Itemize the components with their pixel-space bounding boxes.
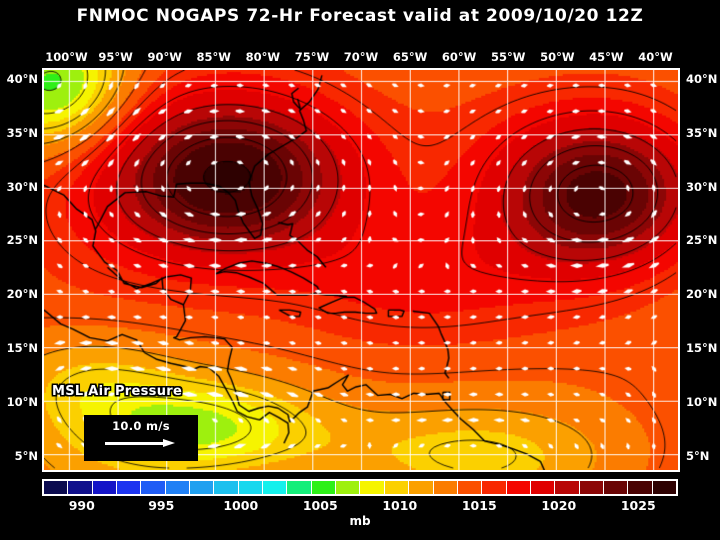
lat-tick-label-right: 20°N — [686, 287, 718, 302]
figure-title: FNMOC NOGAPS 72-Hr Forecast valid at 200… — [76, 6, 644, 26]
lon-tick-label: 85°W — [196, 50, 231, 64]
lat-tick-label-right: 25°N — [686, 233, 718, 248]
colorbar-tick: 995 — [148, 498, 175, 513]
colorbar-tick-labels: 990 995 1000 1005 1010 1015 1020 1025 — [42, 498, 678, 514]
colorbar-swatch — [555, 481, 580, 494]
colorbar-swatch — [68, 481, 93, 494]
pressure-field-canvas — [44, 70, 678, 470]
colorbar-swatch — [165, 481, 191, 494]
lat-tick-label-right: 35°N — [686, 125, 718, 140]
colorbar-tick: 1010 — [382, 498, 418, 513]
lon-tick-label: 60°W — [441, 50, 477, 64]
colorbar-swatch — [141, 481, 166, 494]
map-plot-area[interactable] — [42, 68, 680, 472]
colorbar-swatch — [579, 481, 604, 494]
lat-tick-label-left: 20°N — [6, 287, 38, 302]
colorbar-unit-label: mb — [349, 514, 371, 528]
colorbar-swatch — [530, 481, 556, 494]
colorbar-tick: 1020 — [541, 498, 577, 513]
colorbar-swatch — [384, 481, 410, 494]
lon-tick-label: 80°W — [245, 50, 281, 64]
colorbar-swatch — [628, 481, 653, 494]
colorbar-tick: 1025 — [620, 498, 656, 513]
lon-tick-label: 75°W — [294, 50, 330, 64]
colorbar-swatch — [409, 481, 434, 494]
lat-tick-label-right: 5°N — [686, 448, 710, 463]
colorbar-swatch — [457, 481, 483, 494]
colorbar-swatch — [238, 481, 264, 494]
colorbar-swatch — [263, 481, 288, 494]
colorbar-swatch — [603, 481, 629, 494]
lat-tick-label-left: 30°N — [6, 179, 38, 194]
lat-tick-label-left: 10°N — [6, 394, 38, 409]
lon-tick-label: 70°W — [343, 50, 379, 64]
wind-scale-key: 10.0 m/s — [84, 415, 198, 461]
lon-tick-label: 90°W — [147, 50, 182, 64]
colorbar-tick: 990 — [68, 498, 95, 513]
colorbar-swatch — [360, 481, 385, 494]
colorbar-tick: 1000 — [223, 498, 259, 513]
colorbar-swatch — [482, 481, 507, 494]
colorbar[interactable] — [42, 479, 678, 496]
lat-tick-label-left: 40°N — [6, 71, 38, 86]
colorbar-swatch — [336, 481, 361, 494]
lon-tick-label: 65°W — [392, 50, 428, 64]
wind-scale-value: 10.0 m/s — [112, 419, 170, 433]
lon-tick-label: 45°W — [589, 50, 624, 64]
lat-tick-label-left: 5°N — [14, 448, 38, 463]
colorbar-swatch — [311, 481, 337, 494]
colorbar-swatch — [433, 481, 458, 494]
colorbar-swatch — [190, 481, 215, 494]
lon-tick-label: 55°W — [490, 50, 526, 64]
lat-tick-label-right: 40°N — [686, 71, 718, 86]
colorbar-swatch — [214, 481, 239, 494]
lon-tick-label: 100°W — [45, 50, 88, 64]
lon-tick-label: 95°W — [98, 50, 133, 64]
colorbar-swatch — [652, 481, 676, 494]
lat-tick-label-right: 15°N — [686, 341, 718, 356]
colorbar-swatch — [44, 481, 69, 494]
lat-tick-label-right: 30°N — [686, 179, 718, 194]
field-label: MSL Air Pressure — [52, 384, 183, 399]
colorbar-swatch — [92, 481, 118, 494]
colorbar-swatch — [287, 481, 312, 494]
colorbar-tick: 1015 — [461, 498, 497, 513]
lat-tick-label-right: 10°N — [686, 394, 718, 409]
lat-tick-label-left: 15°N — [6, 341, 38, 356]
colorbar-swatch — [506, 481, 531, 494]
arrow-right-icon — [105, 437, 177, 449]
colorbar-tick: 1005 — [302, 498, 338, 513]
lat-tick-label-left: 25°N — [6, 233, 38, 248]
lon-tick-label: 40°W — [638, 50, 673, 64]
lat-tick-label-left: 35°N — [6, 125, 38, 140]
lon-tick-label: 50°W — [540, 50, 575, 64]
colorbar-swatch — [117, 481, 142, 494]
